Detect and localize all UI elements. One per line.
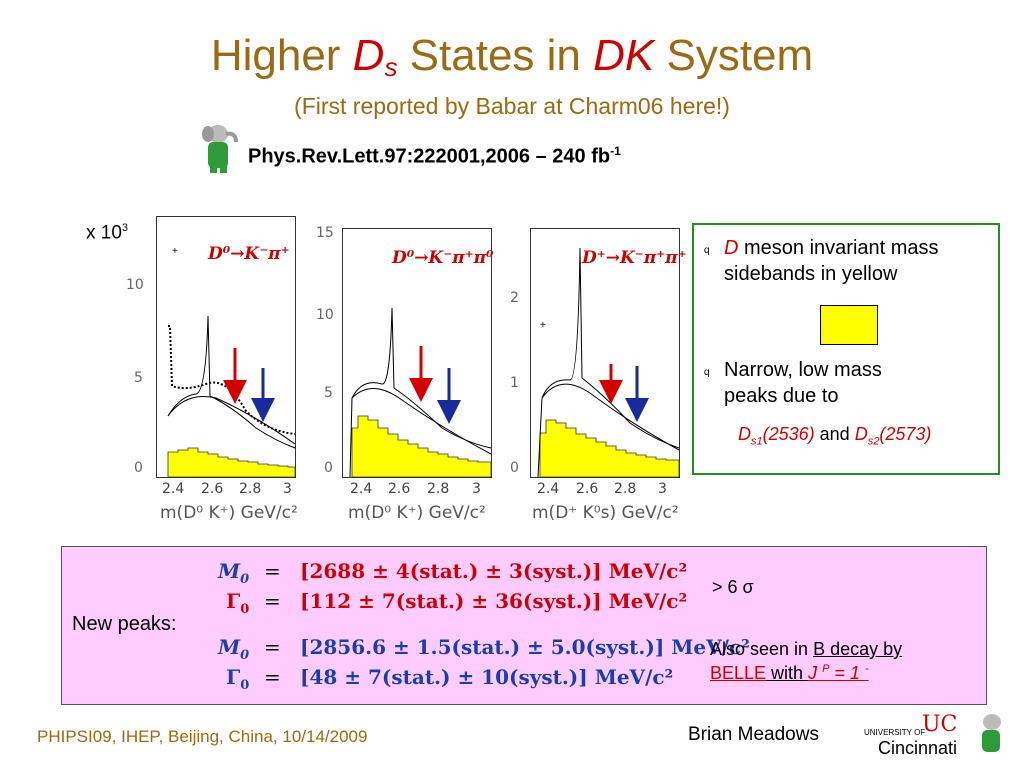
equation-row: Γ0 (226, 665, 250, 693)
x-tick: 2.6 (576, 481, 599, 497)
footer-conference: PHIPSI09, IHEP, Beijing, China, 10/14/20… (37, 727, 368, 746)
bullet-narrow-peaks: Narrow, low mass peaks due to (724, 359, 882, 407)
slide-subtitle: (First reported by Babar at Charm06 here… (294, 93, 730, 119)
x-axis-label-3: m(D⁺ K⁰s) GeV/c² (532, 503, 679, 523)
footer-author: Brian Meadows (688, 724, 819, 745)
x-tick: 2.8 (614, 481, 637, 497)
y-tick: 1 (510, 375, 519, 391)
histogram-1: + (156, 216, 296, 478)
channel-label-3: D⁺→K⁻π⁺π⁺ (582, 248, 687, 268)
y-tick: 0 (510, 460, 519, 476)
plot-panel-1: + D⁰→K⁻π⁺ (156, 216, 296, 478)
notes-box: q D meson invariant mass sidebands in ye… (692, 223, 1000, 475)
ds-states: Ds1(2536) and Ds2(2573) (738, 424, 932, 448)
channel-label-2: D⁰→K⁻π⁺π⁰ (392, 248, 494, 268)
x-tick: 2.6 (388, 481, 411, 497)
equals-sign: = (264, 635, 281, 659)
equation-value: [2856.6 ± 1.5(stat.) ± 5.0(syst.)] MeV/c… (300, 635, 750, 659)
y-tick: 2 (510, 290, 519, 306)
y-tick: 0 (134, 460, 143, 476)
x-tick: 2.8 (427, 481, 450, 497)
x-tick: 2.4 (350, 481, 373, 497)
x-tick: 2.4 (537, 481, 560, 497)
equation-value: [2688 ± 4(stat.) ± 3(syst.)] MeV/c² (300, 559, 688, 583)
bullet-marker: q (704, 367, 710, 378)
equals-sign: = (264, 589, 281, 613)
x-axis-label-2: m(D⁰ K⁺) GeV/c² (348, 503, 486, 523)
reference: Phys.Rev.Lett.97:222001,2006 – 240 fb-1 (248, 144, 621, 168)
channel-label-1: D⁰→K⁻π⁺ (208, 244, 290, 264)
x-tick: 3 (658, 481, 667, 497)
babar-elephant-icon (982, 714, 1001, 752)
uc-monogram-icon: UC (922, 712, 958, 737)
x-tick: 2.6 (201, 481, 224, 497)
svg-text:+: + (172, 246, 178, 257)
histogram-2 (342, 228, 492, 478)
y-tick: 10 (316, 307, 334, 323)
x-tick: 2.8 (239, 481, 262, 497)
histogram-3: + (530, 228, 680, 478)
also-seen-note: Also seen in B decay by BELLE with J P =… (710, 639, 903, 684)
slide-title: Higher Ds States in DK System (210, 31, 814, 82)
new-peaks-label: New peaks: (72, 613, 177, 635)
belle-link[interactable]: BELLE (710, 663, 767, 684)
x-tick: 3 (283, 481, 292, 497)
y-tick: 0 (324, 460, 333, 476)
x-tick: 2.4 (162, 481, 185, 497)
b-decay-link[interactable]: B decay by (813, 639, 903, 659)
bullet-marker: q (704, 245, 710, 256)
uc-logo-name: Cincinnati (878, 738, 958, 758)
y-tick: 5 (324, 385, 333, 401)
sideband-color-swatch (820, 305, 878, 345)
y-tick: 10 (126, 277, 144, 293)
equals-sign: = (264, 665, 281, 689)
x-axis-label-1: m(D⁰ K⁺) GeV/c² (160, 503, 298, 523)
plot-panel-3: + D⁺→K⁻π⁺π⁺ (530, 228, 687, 478)
plot-panel-2: D⁰→K⁻π⁺π⁰ (342, 228, 494, 478)
x-tick: 3 (472, 481, 481, 497)
equals-sign: = (264, 559, 281, 583)
equation-value: [48 ± 7(stat.) ± 10(syst.)] MeV/c² (300, 665, 674, 689)
equation-row: M0 (218, 559, 250, 587)
babar-elephant-icon (202, 125, 238, 173)
y-tick: 15 (316, 225, 334, 241)
equation-row: M0 (218, 635, 250, 663)
y-tick: 5 (134, 370, 143, 386)
significance: > 6 σ (712, 577, 754, 597)
svg-text:+: + (540, 320, 546, 331)
bullet-sidebands: D meson invariant mass sidebands in yell… (724, 237, 939, 285)
equation-row: Γ0 (226, 589, 250, 617)
new-peaks-box: New peaks: M0 = [2688 ± 4(stat.) ± 3(sys… (61, 546, 987, 705)
equation-value: [112 ± 7(stat.) ± 36(syst.)] MeV/c² (300, 589, 688, 613)
y-multiplier: x 103 (86, 222, 129, 244)
uc-logo-top: UNIVERSITY OF (864, 728, 926, 737)
